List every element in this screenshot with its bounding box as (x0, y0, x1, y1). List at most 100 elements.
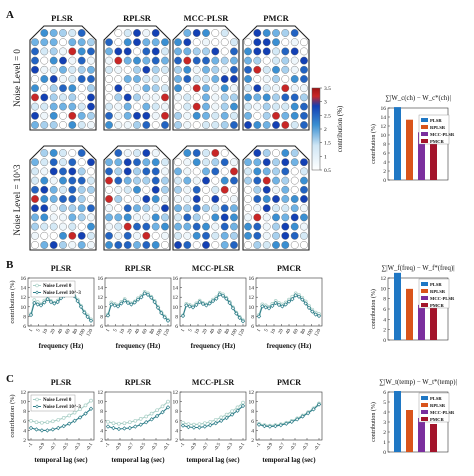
electrode-dot (49, 231, 58, 240)
line-series-noise-0 (258, 292, 320, 316)
line-x-tick-label: -0.5 (290, 442, 299, 452)
line-x-tick-label: -1 (180, 442, 187, 449)
electrode-dot (230, 185, 238, 194)
line-point (283, 302, 288, 307)
line-point (224, 296, 229, 301)
electrode-dot (300, 176, 308, 185)
electrode-dot (142, 47, 151, 56)
line-x-tick-label: 20 (127, 328, 134, 335)
electrode-dot (114, 167, 123, 176)
electrode-dot (59, 231, 67, 240)
line-point (284, 421, 289, 426)
electrode-dot (211, 185, 220, 194)
electrode-dot (114, 47, 123, 56)
line-point (160, 404, 165, 409)
electrode-dot (202, 47, 210, 56)
electrode-dot (123, 149, 132, 157)
line-x-tick-label: -1 (256, 442, 263, 449)
line-x-tick-label: 120 (314, 328, 322, 337)
electrode-dot (105, 111, 113, 120)
line-point (197, 425, 202, 430)
line-point (184, 303, 189, 308)
bar-y-tick-label: 16 (381, 106, 387, 112)
line-point (220, 293, 226, 298)
line-x-tick-label: -0.9 (38, 442, 47, 452)
electrode-dot (202, 231, 210, 240)
electrode-dot (49, 158, 58, 167)
electrode-dot (49, 93, 58, 102)
electrode-dot (151, 241, 160, 249)
electrode-dot (281, 222, 290, 231)
electrode-dot (192, 102, 201, 111)
line-point (129, 302, 134, 307)
electrode-dot (49, 222, 58, 231)
line-y-tick-label: 8 (175, 314, 178, 320)
line-point (39, 428, 45, 433)
electrode-dot (253, 204, 262, 213)
electrode-dot (290, 158, 299, 167)
electrode-dot (49, 176, 58, 185)
line-point (229, 412, 235, 417)
electrode-dot (114, 84, 123, 93)
electrode-dot (161, 75, 169, 83)
electrode-dot (161, 241, 169, 249)
line-point (224, 412, 229, 417)
line-point (152, 299, 157, 305)
electrode-dot (281, 149, 290, 157)
electrode-dot (300, 111, 308, 120)
row-label-noise-1e3: Noise Level = 10^3 (12, 164, 22, 236)
electrode-dot (123, 241, 132, 249)
electrode-dot (183, 102, 192, 111)
line-y-tick-label: 12 (173, 390, 179, 396)
electrode-dot (202, 65, 210, 74)
electrode-dot (262, 158, 271, 167)
electrode-dot (40, 213, 49, 222)
bar-legend-swatch (421, 125, 428, 129)
electrode-dot (87, 121, 95, 129)
line-point (210, 298, 216, 304)
electrode-dot (281, 231, 290, 240)
electrode-dot (77, 111, 86, 120)
electrode-dot (211, 29, 220, 37)
line-point (256, 422, 262, 427)
bar-legend-swatch (421, 296, 428, 300)
electrode-dot (49, 111, 58, 120)
colorbar-tick-label: 3 (324, 100, 327, 106)
line-point (45, 296, 50, 302)
line-point (35, 302, 40, 307)
bar-mcc-plsr (418, 132, 425, 180)
line-point (88, 318, 94, 323)
line-point (32, 300, 37, 306)
electrode-dot (290, 149, 299, 157)
electrode-dot (202, 204, 210, 213)
electrode-dot (114, 158, 123, 167)
line-point (50, 427, 56, 432)
topo-map (242, 145, 310, 251)
electrode-dot (114, 231, 123, 240)
line-y-tick-label: 2 (251, 438, 254, 444)
line-x-axis-label: frequency (Hz) (267, 342, 312, 350)
line-point (139, 295, 144, 300)
electrode-dot (77, 75, 86, 83)
line-point (122, 426, 127, 431)
line-legend-label: Noise Level 0 (43, 398, 72, 403)
electrode-dot (68, 241, 77, 249)
line-y-tick-label: 10 (173, 305, 179, 311)
line-x-tick-label: -0.3 (151, 442, 160, 452)
bar-y-tick-label: 4 (383, 410, 386, 416)
line-x-tick-label: -1 (105, 442, 112, 449)
electrode-dot (211, 75, 220, 83)
electrode-dot (230, 84, 238, 93)
line-point (34, 420, 39, 425)
electrode-dot (174, 75, 182, 83)
electrode-dot (114, 121, 123, 129)
electrode-dot (31, 75, 39, 83)
electrode-dot (123, 204, 132, 213)
electrode-dot (114, 176, 123, 185)
topo-map (103, 25, 171, 131)
electrode-dot (49, 65, 58, 74)
line-point (273, 300, 278, 306)
electrode-dot (77, 38, 86, 47)
electrode-dot (272, 111, 280, 120)
line-chart-c-mcc-plsr: MCC-PLSR 2 4 6 8 10 12 -1 -0.9 -0.7 -0.5 -0.3 -0.1 te… (173, 378, 247, 464)
